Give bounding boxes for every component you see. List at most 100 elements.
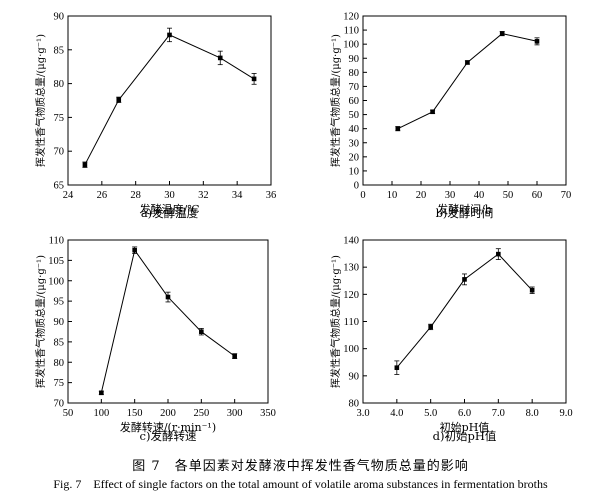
x-tick-label: 60 — [532, 190, 543, 201]
x-tick-label: 9.0 — [559, 408, 572, 419]
x-axis-label: 发酵温度/℃ — [139, 202, 199, 216]
y-tick-label: 70 — [54, 399, 65, 410]
y-tick-label: 40 — [349, 124, 360, 135]
y-tick-label: 140 — [343, 236, 359, 247]
data-point — [132, 247, 137, 253]
data-point — [529, 287, 535, 293]
y-tick-label: 90 — [349, 54, 360, 65]
x-tick-label: 3.0 — [356, 408, 369, 419]
series-line — [84, 34, 255, 165]
y-tick-label: 70 — [54, 147, 65, 158]
x-tick-label: 250 — [193, 408, 209, 419]
y-tick-label: 105 — [48, 256, 64, 267]
y-tick-label: 10 — [349, 166, 360, 177]
y-tick-label: 95 — [54, 297, 65, 308]
chart-panel-1: 24 26 28 30 32 34 36 65 70 75 80 85 90 发酵温度/℃a)发酵温度 挥发… — [34, 12, 276, 221]
y-tick-label: 100 — [48, 276, 64, 287]
x-axis-label: 发酵时间/h — [437, 202, 492, 216]
y-tick-label: 0 — [354, 181, 359, 192]
series-line — [100, 249, 235, 393]
panel-subtitle: d)初始pH值 — [433, 429, 497, 443]
data-point — [496, 251, 501, 257]
y-tick-label: 120 — [343, 290, 359, 301]
x-tick-label: 36 — [266, 190, 277, 201]
y-tick-label: 110 — [344, 317, 359, 328]
x-tick-label: 0 — [360, 190, 365, 201]
y-axis-label: 挥发性香气物质总量/(μg·g⁻¹) — [34, 34, 47, 167]
y-axis-label: 挥发性香气物质总量/(μg·g⁻¹) — [329, 34, 342, 167]
x-tick-label: 350 — [260, 408, 276, 419]
y-axis-label: 挥发性香气物质总量/(μg·g⁻¹) — [34, 255, 47, 388]
x-tick-label: 34 — [232, 190, 243, 201]
figure-caption-chinese: 图 7 各单因素对发酵液中挥发性香气物质总量的影响 — [132, 459, 469, 474]
plot-frame — [67, 239, 269, 404]
data-point — [395, 126, 401, 131]
y-tick-label: 80 — [349, 68, 360, 79]
y-tick-label: 50 — [349, 110, 360, 121]
x-tick-label: 5.0 — [424, 408, 437, 419]
chart-panel-2: 0 10 20 30 40 50 60 70 0 10 20 30 40 50 60 70 80 90 100 110… — [329, 12, 571, 221]
y-axis-label: 挥发性香气物质总量/(μg·g⁻¹) — [329, 255, 342, 388]
x-axis-label: 初始pH值 — [440, 420, 490, 434]
y-tick-label: 20 — [349, 152, 360, 163]
y-tick-label: 85 — [54, 337, 65, 348]
chart-panel-4: 3.0 4.0 5.0 6.0 7.0 8.0 9.0 80 90 100 110 120 130 140… — [329, 236, 573, 444]
y-tick-label: 90 — [54, 12, 65, 23]
data-point — [462, 277, 467, 282]
x-tick-label: 24 — [63, 190, 74, 201]
panel-subtitle: b)发酵时间 — [436, 206, 494, 220]
x-tick-label: 30 — [164, 190, 175, 201]
y-tick-label: 130 — [343, 263, 359, 274]
x-tick-label: 40 — [474, 190, 485, 201]
y-tick-label: 75 — [54, 113, 65, 124]
x-tick-label: 300 — [227, 408, 243, 419]
y-tick-label: 60 — [349, 96, 360, 107]
y-tick-label: 30 — [349, 138, 360, 149]
y-tick-label: 90 — [54, 317, 65, 328]
x-tick-label: 32 — [198, 190, 209, 201]
data-point — [99, 390, 104, 396]
y-tick-label: 120 — [343, 12, 359, 23]
y-tick-label: 80 — [349, 399, 360, 410]
x-tick-label: 6.0 — [458, 408, 471, 419]
data-point — [428, 324, 433, 330]
x-tick-label: 100 — [93, 408, 109, 419]
y-tick-label: 85 — [54, 45, 65, 56]
y-tick-label: 90 — [349, 371, 360, 382]
x-tick-label: 26 — [97, 190, 108, 201]
chart-panel-3: 50 100 150 200 250 300 350 70 75 80 85 90 95 100 105 11… — [34, 236, 276, 444]
x-tick-label: 20 — [416, 190, 427, 201]
data-point — [465, 60, 470, 65]
data-point — [165, 294, 171, 300]
x-tick-label: 200 — [160, 408, 176, 419]
x-axis-label: 发酵转速/(r·min⁻¹) — [120, 420, 216, 434]
figure-caption-english: Fig. 7 Effect of single factors on the t… — [53, 477, 548, 491]
data-point — [499, 31, 505, 36]
data-point — [167, 32, 172, 38]
data-point — [232, 353, 237, 359]
y-tick-label: 100 — [343, 40, 359, 51]
y-tick-label: 110 — [49, 236, 64, 247]
x-tick-label: 4.0 — [390, 408, 403, 419]
x-tick-label: 8.0 — [526, 408, 539, 419]
series-line — [396, 253, 533, 369]
y-tick-label: 70 — [349, 82, 360, 93]
x-tick-label: 150 — [127, 408, 143, 419]
data-point — [217, 55, 223, 61]
data-point — [82, 162, 88, 168]
plot-frame — [362, 239, 567, 404]
y-tick-label: 100 — [343, 344, 359, 355]
y-tick-label: 110 — [344, 26, 359, 37]
series-line — [397, 33, 538, 130]
figure-panels: 24 26 28 30 32 34 36657075808590发酵温度/℃a)发酵温度挥发… — [34, 12, 573, 444]
data-point — [116, 97, 122, 103]
x-tick-label: 7.0 — [492, 408, 505, 419]
data-point — [199, 329, 204, 334]
x-tick-label: 50 — [503, 190, 514, 201]
data-point — [430, 109, 435, 115]
x-tick-label: 50 — [63, 408, 74, 419]
panel-subtitle: a)发酵温度 — [141, 206, 199, 220]
x-tick-label: 28 — [130, 190, 141, 201]
x-tick-label: 30 — [445, 190, 456, 201]
y-tick-label: 65 — [54, 181, 65, 192]
